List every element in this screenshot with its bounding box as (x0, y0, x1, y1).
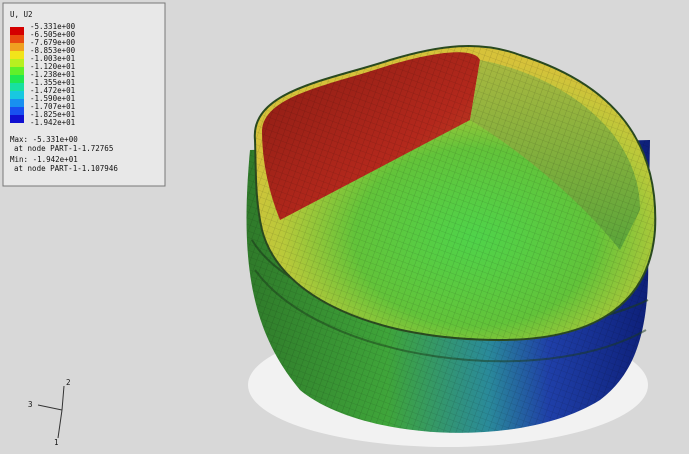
fea-model (246, 44, 657, 447)
inner-mesh (254, 45, 656, 341)
legend-label: -5.331e+00 (30, 22, 76, 31)
legend-label: -7.679e+00 (30, 38, 76, 47)
swatch (10, 75, 24, 83)
legend-label: -1.472e+01 (30, 86, 75, 95)
triad-axis (37, 404, 63, 411)
triad-axis (61, 385, 65, 411)
swatch (10, 107, 24, 115)
triad-label: 3 (28, 400, 33, 409)
triad-axis (57, 409, 63, 439)
color-bar (10, 27, 24, 123)
legend-label: -1.707e+01 (30, 102, 75, 111)
triad-label: 2 (66, 378, 71, 387)
swatch (10, 83, 24, 91)
swatch (10, 35, 24, 43)
legend-labels: -5.331e+00-6.505e+00-7.679e+00-8.853e+00… (30, 22, 76, 127)
legend-label: -8.853e+00 (30, 46, 76, 55)
legend-label: -1.238e+01 (30, 70, 75, 79)
legend-title: U, U2 (10, 10, 33, 19)
legend-label: -1.003e+01 (30, 54, 75, 63)
min-node: at node PART-1-1.107946 (14, 164, 118, 173)
legend-box (2, 2, 166, 187)
max-node: at node PART-1-1.72765 (14, 144, 113, 153)
legend-label: -1.825e+01 (30, 110, 75, 119)
legend-label: -1.355e+01 (30, 78, 75, 87)
legend: U, U2 -5.331e+00-6.505e+00-7.679e+00-8.8… (2, 2, 166, 187)
max-label: Max: -5.331e+00 (10, 135, 78, 144)
legend-label: -1.120e+01 (30, 62, 75, 71)
bead (254, 269, 647, 363)
triad-label: 1 (54, 438, 59, 447)
swatch (10, 43, 24, 51)
swatch (10, 67, 24, 75)
min-label: Min: -1.942e+01 (10, 155, 78, 164)
swatch (10, 99, 24, 107)
swatch (10, 59, 24, 67)
legend-label: -1.590e+01 (30, 94, 75, 103)
swatch (10, 27, 24, 35)
swatch (10, 91, 24, 99)
swatch (10, 115, 24, 123)
legend-label: -1.942e+01 (30, 118, 75, 127)
swatch (10, 51, 24, 59)
legend-label: -6.505e+00 (30, 30, 76, 39)
axis-triad: 2 3 1 (28, 378, 71, 447)
